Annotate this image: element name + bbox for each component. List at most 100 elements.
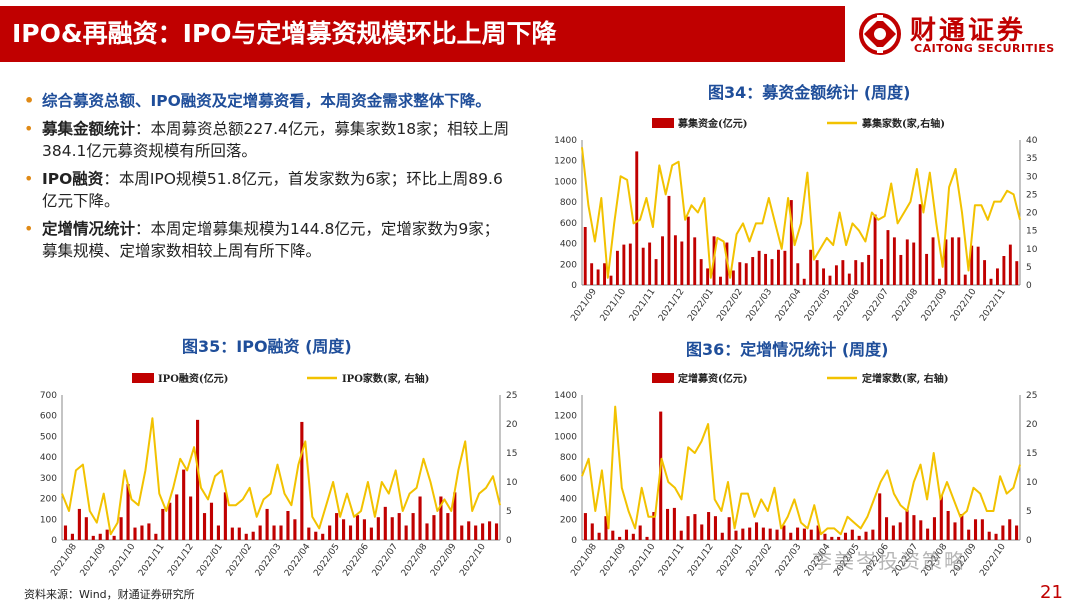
bullet-head: 定增情况统计 bbox=[42, 220, 136, 238]
bar bbox=[864, 531, 868, 540]
bar bbox=[216, 525, 220, 540]
bar bbox=[645, 536, 649, 540]
bar bbox=[679, 530, 683, 540]
bar bbox=[223, 492, 227, 540]
y-tick-label: 1200 bbox=[554, 157, 577, 167]
y-tick-label: 100 bbox=[40, 515, 57, 525]
bar bbox=[775, 529, 779, 540]
x-tick-label: 2022/11 bbox=[978, 287, 1008, 323]
bar bbox=[963, 274, 967, 285]
company-logo: 财通证券 CAITONG SECURITIES bbox=[856, 10, 1056, 60]
bar bbox=[258, 525, 262, 540]
bar bbox=[837, 536, 841, 540]
logo-text-en: CAITONG SECURITIES bbox=[914, 42, 1055, 55]
x-tick-label: 2021/09 bbox=[569, 287, 599, 324]
bar bbox=[822, 268, 825, 285]
bar bbox=[967, 529, 971, 540]
y-tick-label: 500 bbox=[40, 432, 57, 442]
bar bbox=[335, 513, 339, 540]
bar bbox=[802, 278, 806, 285]
chart-title-fig34: 图34：募资金额统计 (周度) bbox=[708, 83, 911, 102]
page-number: 21 bbox=[1040, 582, 1063, 603]
x-tick-label: 2022/07 bbox=[371, 542, 401, 578]
bar bbox=[834, 265, 838, 285]
x-tick-label: 2022/09 bbox=[920, 287, 950, 324]
bar bbox=[719, 276, 722, 285]
bar bbox=[154, 533, 158, 540]
bar bbox=[666, 508, 670, 540]
y2-tick-label: 10 bbox=[506, 478, 518, 488]
bar bbox=[590, 523, 594, 540]
bar bbox=[293, 519, 297, 540]
bullet-summary: 综合募资总额、IPO融资及定增募资看，本周资金需求整体下降。 bbox=[24, 90, 514, 112]
bar bbox=[307, 527, 311, 540]
bar bbox=[376, 517, 380, 540]
y-tick-label: 0 bbox=[571, 281, 577, 291]
y-tick-label: 400 bbox=[40, 453, 57, 463]
y-tick-label: 1400 bbox=[554, 136, 577, 146]
bar bbox=[667, 195, 671, 285]
bar bbox=[230, 527, 234, 540]
bar bbox=[397, 513, 401, 540]
bullet-head: IPO融资 bbox=[42, 170, 104, 188]
x-tick-label: 2021/10 bbox=[628, 542, 658, 579]
bar bbox=[641, 247, 645, 285]
legend-bar-swatch bbox=[132, 373, 154, 383]
bar bbox=[764, 253, 768, 285]
bar bbox=[342, 519, 346, 540]
bar bbox=[980, 519, 984, 540]
bar bbox=[91, 535, 95, 540]
bar bbox=[841, 260, 845, 285]
bullet-private-placement: 定增情况统计：本周定增募集规模为144.8亿元，定增家数为9家；募集规模、定增家… bbox=[24, 218, 514, 262]
bar bbox=[700, 524, 704, 540]
legend-bar-swatch bbox=[652, 118, 674, 128]
bar bbox=[989, 278, 993, 285]
bar bbox=[481, 523, 485, 540]
y-tick-label: 1200 bbox=[554, 412, 577, 422]
y-tick-label: 800 bbox=[560, 198, 577, 208]
chart-title-fig35: 图35：IPO融资 (周度) bbox=[182, 337, 352, 356]
bar bbox=[622, 244, 626, 285]
bar bbox=[796, 527, 800, 540]
bar bbox=[105, 529, 109, 540]
bar bbox=[1015, 525, 1019, 540]
bar bbox=[182, 469, 186, 540]
y-tick-label: 600 bbox=[560, 474, 577, 484]
bar bbox=[720, 532, 724, 540]
y2-tick-label: 0 bbox=[1026, 281, 1032, 291]
bar bbox=[453, 492, 457, 540]
bar bbox=[939, 495, 943, 540]
y-tick-label: 0 bbox=[571, 536, 577, 546]
bar bbox=[265, 508, 269, 540]
bar bbox=[244, 533, 248, 540]
bar bbox=[919, 520, 923, 540]
y2-tick-label: 15 bbox=[506, 449, 517, 459]
bar bbox=[796, 263, 800, 285]
bar bbox=[609, 275, 613, 285]
bar bbox=[727, 517, 731, 540]
bar bbox=[661, 236, 664, 285]
bar bbox=[770, 259, 774, 285]
title-bar bbox=[0, 6, 845, 62]
y2-tick-label: 35 bbox=[1026, 154, 1037, 164]
bar bbox=[946, 511, 950, 540]
x-tick-label: 2021/09 bbox=[79, 542, 109, 579]
bar bbox=[488, 521, 492, 540]
x-tick-label: 2021/12 bbox=[166, 542, 196, 578]
watermark: 李美岑投资策略 bbox=[812, 549, 966, 573]
bar bbox=[362, 519, 366, 540]
x-tick-label: 2021/12 bbox=[657, 287, 687, 323]
legend-bar-swatch bbox=[652, 373, 674, 383]
bar bbox=[938, 278, 941, 285]
legend: 定增募资(亿元) 定增家数(家, 右轴) bbox=[652, 372, 948, 385]
bar bbox=[699, 259, 703, 285]
x-tick-label: 2021/08 bbox=[49, 542, 79, 579]
x-tick-label: 2022/06 bbox=[341, 542, 371, 579]
y2-tick-label: 30 bbox=[1026, 172, 1038, 182]
x-tick-label: 2022/08 bbox=[891, 287, 921, 324]
line-series bbox=[581, 147, 1021, 279]
bar bbox=[615, 250, 619, 285]
x-tick-label: 2022/03 bbox=[254, 542, 284, 578]
bar bbox=[583, 513, 587, 540]
bar bbox=[823, 533, 827, 540]
